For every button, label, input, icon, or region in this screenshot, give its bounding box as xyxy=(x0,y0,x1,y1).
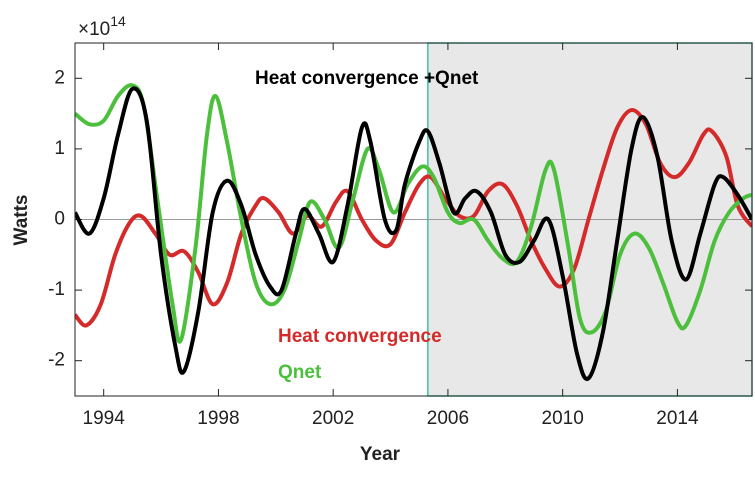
x-tick-label: 1998 xyxy=(197,408,239,429)
x-tick-label: 2002 xyxy=(312,408,354,429)
legend-label: Qnet xyxy=(278,362,322,383)
multiplier-base: ×10 xyxy=(78,19,110,40)
x-tick-label: 1994 xyxy=(83,408,126,429)
series-line xyxy=(75,108,752,328)
y-tick-label: 0 xyxy=(54,209,65,230)
series-line xyxy=(75,86,752,382)
x-tick-label: 2010 xyxy=(542,408,584,429)
series-line xyxy=(75,83,752,344)
y-axis-label: Watts xyxy=(11,194,32,245)
y-tick-label: 1 xyxy=(54,138,65,159)
plot-frame xyxy=(74,42,753,397)
y-tick-label: -1 xyxy=(48,279,65,300)
legend-label: Heat convergence xyxy=(278,326,442,347)
x-tick-label: 2006 xyxy=(427,408,469,429)
legend-label: Heat convergence +Qnet xyxy=(255,68,479,89)
x-axis-label: Year xyxy=(360,444,401,465)
y-tick-label: 2 xyxy=(54,67,65,88)
x-tick-label: 2014 xyxy=(656,408,699,429)
y-multiplier: ×1014 xyxy=(78,13,126,40)
y-tick-label: -2 xyxy=(48,350,65,371)
multiplier-exponent: 14 xyxy=(110,13,126,29)
